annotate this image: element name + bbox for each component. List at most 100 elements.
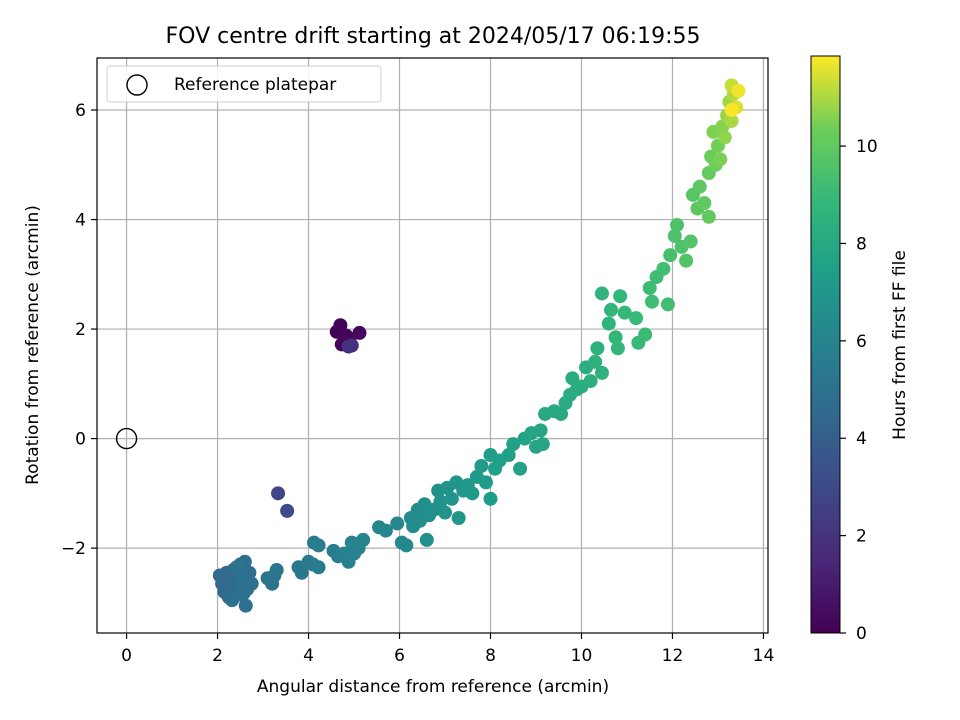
colorbar [810, 55, 841, 634]
data-point [724, 113, 739, 128]
x-tick-label: 4 [303, 646, 314, 666]
data-point [225, 593, 240, 608]
data-point [594, 365, 609, 380]
data-point [594, 286, 609, 301]
data-point [613, 289, 628, 304]
legend: Reference platepar [106, 65, 382, 103]
data-point [717, 130, 732, 145]
colorbar-tick-label: 2 [856, 527, 867, 547]
data-point [501, 448, 516, 463]
data-point [271, 486, 286, 501]
data-point [474, 458, 489, 473]
data-point [533, 423, 548, 438]
y-tick-label: 6 [75, 101, 86, 121]
data-point [683, 234, 698, 249]
data-point [692, 179, 707, 194]
data-point [608, 330, 623, 345]
data-point [465, 486, 480, 501]
data-point [590, 341, 605, 356]
data-point [588, 354, 603, 369]
data-point [267, 568, 282, 583]
x-tick-label: 2 [212, 646, 223, 666]
legend-entry-label: Reference platepar [174, 75, 336, 95]
colorbar-tick-label: 8 [856, 234, 867, 254]
data-point [399, 538, 414, 553]
colorbar-tick-label: 0 [856, 624, 867, 644]
data-point [670, 218, 685, 233]
data-point [644, 294, 659, 309]
data-point [629, 311, 644, 326]
data-point [679, 253, 694, 268]
data-point [478, 475, 493, 490]
data-point [333, 318, 348, 333]
data-point [352, 325, 367, 340]
data-point [229, 560, 244, 575]
data-point [438, 505, 453, 520]
data-point [238, 598, 253, 613]
data-point [244, 576, 259, 591]
data-point [697, 196, 712, 211]
data-point [713, 152, 728, 167]
data-point [604, 302, 619, 317]
data-point [444, 491, 459, 506]
data-point [311, 560, 326, 575]
data-point [451, 511, 466, 525]
data-point [638, 327, 653, 342]
x-axis-ticks: 0 2 4 6 8 10 12 14 [121, 633, 774, 666]
x-tick-label: 14 [753, 646, 775, 666]
data-point [506, 437, 521, 452]
data-point [642, 281, 657, 295]
y-tick-label: 0 [75, 430, 86, 450]
data-point [617, 305, 632, 320]
chart-title: FOV centre drift starting at 2024/05/17 … [166, 24, 701, 49]
data-point [356, 532, 371, 547]
data-point [294, 565, 309, 580]
data-point [513, 461, 528, 476]
data-point [433, 494, 448, 509]
data-point [311, 538, 326, 553]
data-point [378, 523, 393, 538]
data-point [565, 371, 580, 386]
x-tick-label: 0 [121, 646, 132, 666]
data-point [554, 406, 569, 421]
legend-open-circle-icon [126, 74, 148, 96]
colorbar-label: Hours from first FF file [890, 250, 910, 440]
data-point [656, 261, 671, 276]
colorbar-tick-label: 6 [856, 332, 867, 352]
data-point [663, 248, 678, 263]
data-point [390, 516, 405, 531]
data-point [236, 586, 251, 601]
data-point [731, 83, 746, 98]
plot-frame [96, 57, 769, 634]
y-tick-label: 2 [75, 320, 86, 340]
y-tick-label: −2 [61, 539, 86, 559]
data-point [660, 297, 675, 312]
data-point [724, 103, 739, 118]
data-point [610, 341, 625, 356]
data-point [483, 491, 498, 506]
y-tick-label: 4 [75, 211, 86, 231]
legend-box [106, 65, 382, 103]
data-point [535, 437, 550, 452]
data-point [701, 209, 716, 224]
data-point [341, 339, 356, 354]
x-tick-label: 8 [485, 646, 496, 666]
data-point [601, 316, 616, 331]
y-axis-ticks: −2 0 2 4 6 [61, 101, 97, 559]
data-point [280, 503, 295, 518]
reference-platepar-marker [115, 427, 138, 450]
data-point [583, 374, 598, 389]
data-point [667, 228, 682, 243]
x-axis-label: Angular distance from reference (arcmin) [257, 677, 609, 697]
reference-marker-group [115, 427, 138, 450]
x-tick-label: 12 [662, 646, 684, 666]
colorbar-tick-label: 4 [856, 429, 867, 449]
y-axis-label: Rotation from reference (arcmin) [23, 205, 43, 485]
scatter-points [212, 78, 746, 613]
x-tick-label: 10 [571, 646, 593, 666]
grid-lines [97, 58, 768, 633]
colorbar-tick-label: 10 [856, 137, 878, 157]
x-tick-label: 6 [394, 646, 405, 666]
colorbar-ticks: 0 2 4 6 8 10 [840, 137, 878, 644]
